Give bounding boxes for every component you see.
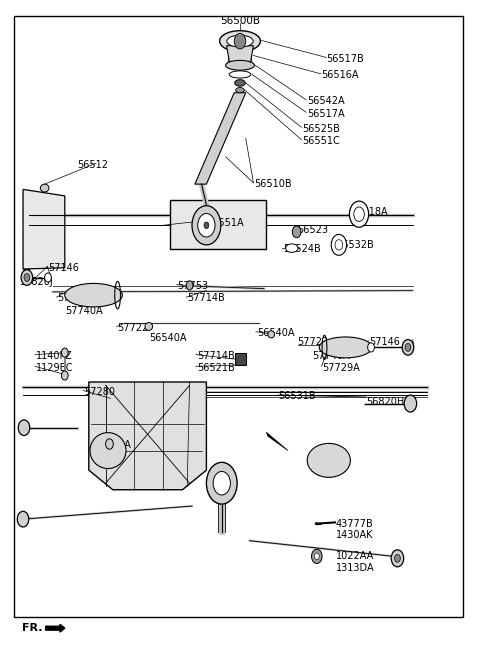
Text: 57740A: 57740A bbox=[65, 306, 102, 316]
Circle shape bbox=[198, 214, 215, 237]
Circle shape bbox=[314, 553, 319, 560]
Text: 56510B: 56510B bbox=[254, 179, 292, 189]
Circle shape bbox=[354, 207, 364, 221]
Circle shape bbox=[24, 274, 30, 281]
Circle shape bbox=[404, 395, 417, 412]
Text: 56820H: 56820H bbox=[366, 396, 404, 407]
Circle shape bbox=[312, 549, 322, 564]
Polygon shape bbox=[227, 46, 253, 62]
Circle shape bbox=[234, 33, 246, 49]
Ellipse shape bbox=[235, 80, 245, 86]
Ellipse shape bbox=[319, 337, 372, 358]
Text: 1129EC: 1129EC bbox=[36, 362, 73, 373]
Text: 57146: 57146 bbox=[370, 337, 400, 347]
Text: 56521B: 56521B bbox=[197, 362, 235, 373]
Ellipse shape bbox=[307, 443, 350, 477]
Text: 57729A: 57729A bbox=[323, 362, 360, 373]
Ellipse shape bbox=[286, 244, 298, 253]
Text: 57146: 57146 bbox=[48, 263, 79, 273]
Text: 56524B: 56524B bbox=[283, 244, 321, 255]
FancyArrow shape bbox=[46, 624, 65, 632]
Text: 56516A: 56516A bbox=[322, 70, 359, 80]
Circle shape bbox=[368, 343, 374, 352]
Text: 56542A: 56542A bbox=[307, 96, 345, 106]
Circle shape bbox=[21, 270, 33, 285]
Text: 56525B: 56525B bbox=[302, 123, 340, 134]
Polygon shape bbox=[170, 200, 266, 249]
Text: 56517B: 56517B bbox=[326, 54, 364, 64]
Text: 57725A: 57725A bbox=[94, 440, 132, 451]
Text: 1313DA: 1313DA bbox=[336, 563, 374, 573]
Bar bbox=[235, 353, 246, 365]
Circle shape bbox=[335, 240, 343, 250]
Text: 56531B: 56531B bbox=[278, 391, 316, 402]
Ellipse shape bbox=[219, 31, 260, 52]
Text: 56500B: 56500B bbox=[220, 16, 260, 26]
Circle shape bbox=[61, 348, 68, 357]
Text: 56523: 56523 bbox=[298, 225, 329, 235]
Text: 57753: 57753 bbox=[178, 281, 209, 291]
Text: 57280: 57280 bbox=[84, 387, 115, 397]
Polygon shape bbox=[266, 432, 288, 451]
Polygon shape bbox=[89, 382, 206, 490]
Circle shape bbox=[206, 462, 237, 504]
Text: 56820J: 56820J bbox=[19, 277, 53, 287]
Text: 57729A: 57729A bbox=[58, 293, 96, 304]
Text: 57722: 57722 bbox=[298, 337, 329, 347]
Circle shape bbox=[213, 471, 230, 495]
Text: FR.: FR. bbox=[22, 623, 42, 633]
Text: 1430AK: 1430AK bbox=[336, 530, 373, 541]
Text: 43777B: 43777B bbox=[336, 518, 374, 529]
Text: 57722: 57722 bbox=[118, 323, 149, 333]
Circle shape bbox=[395, 554, 400, 562]
Ellipse shape bbox=[268, 330, 275, 338]
Circle shape bbox=[186, 281, 193, 290]
Ellipse shape bbox=[227, 35, 253, 47]
Text: 56551C: 56551C bbox=[302, 136, 340, 146]
Circle shape bbox=[402, 340, 414, 355]
Circle shape bbox=[292, 226, 301, 238]
Text: 1022AA: 1022AA bbox=[336, 551, 374, 562]
Ellipse shape bbox=[229, 71, 251, 78]
Text: 56517A: 56517A bbox=[307, 108, 345, 119]
Text: 57740A: 57740A bbox=[312, 351, 349, 361]
Text: 56540A: 56540A bbox=[149, 333, 186, 343]
Circle shape bbox=[192, 206, 221, 245]
Ellipse shape bbox=[90, 432, 126, 469]
Polygon shape bbox=[195, 93, 246, 184]
Circle shape bbox=[405, 343, 411, 351]
Circle shape bbox=[106, 439, 113, 449]
Circle shape bbox=[61, 371, 68, 380]
Circle shape bbox=[18, 420, 30, 436]
Ellipse shape bbox=[226, 60, 254, 70]
Text: 1140FZ: 1140FZ bbox=[36, 351, 73, 361]
Text: 56512: 56512 bbox=[77, 159, 108, 170]
Text: 57714B: 57714B bbox=[197, 351, 235, 361]
Circle shape bbox=[349, 201, 369, 227]
Ellipse shape bbox=[65, 283, 122, 307]
Circle shape bbox=[331, 234, 347, 255]
Text: 56532B: 56532B bbox=[336, 240, 374, 250]
Polygon shape bbox=[23, 191, 29, 269]
Circle shape bbox=[391, 550, 404, 567]
Polygon shape bbox=[316, 522, 322, 525]
Text: 56551A: 56551A bbox=[206, 218, 244, 229]
Circle shape bbox=[204, 222, 209, 229]
Text: 57718A: 57718A bbox=[350, 207, 388, 217]
Text: 57714B: 57714B bbox=[187, 293, 225, 304]
Text: 56540A: 56540A bbox=[257, 328, 294, 338]
Ellipse shape bbox=[40, 184, 49, 192]
Polygon shape bbox=[23, 189, 65, 269]
Ellipse shape bbox=[236, 88, 244, 93]
Ellipse shape bbox=[145, 323, 153, 330]
Circle shape bbox=[45, 273, 51, 282]
Circle shape bbox=[17, 511, 29, 527]
